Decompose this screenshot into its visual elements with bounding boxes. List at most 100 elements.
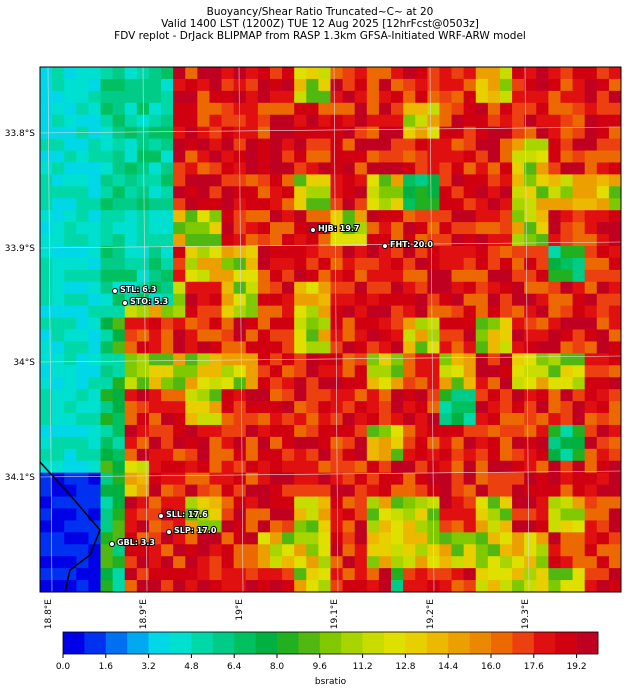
raster-cell [524,472,537,486]
raster-cell [342,424,356,438]
raster-cell [560,341,574,354]
raster-cell [330,353,344,366]
raster-cell [560,580,574,593]
raster-cell [173,448,186,462]
raster-cell [306,186,319,199]
raster-cell [499,234,513,247]
raster-cell [403,162,416,175]
raster-cell [342,413,356,426]
raster-cell [233,568,247,581]
raster-cell [499,210,513,223]
raster-cell [378,269,392,283]
raster-cell [52,257,65,271]
raster-cell [269,341,283,354]
raster-cell [124,90,138,104]
raster-cell [282,329,295,342]
raster-cell [40,222,53,235]
raster-cell [584,568,598,581]
raster-cell [148,413,162,426]
raster-cell [415,472,428,486]
raster-cell [269,114,283,128]
raster-cell [512,532,525,545]
raster-cell [245,222,259,235]
raster-cell [148,114,162,128]
raster-cell [221,150,235,163]
raster-cell [112,568,126,581]
raster-cell [487,293,501,307]
raster-cell [124,102,138,116]
raster-cell [185,353,198,366]
raster-cell [76,568,89,581]
raster-cell [76,281,89,295]
raster-cell [124,508,138,521]
map-frame [39,66,622,593]
raster-cell [475,138,489,152]
raster-cell [173,544,186,557]
raster-cell [427,424,440,438]
raster-cell [548,472,561,486]
raster-cell [294,460,307,474]
raster-cell [161,401,174,414]
raster-cell [499,317,513,330]
raster-cell [415,317,428,330]
raster-cell [403,198,416,211]
raster-cell [233,472,247,486]
raster-cell [52,186,65,199]
raster-cell [209,269,223,283]
raster-cell [378,138,392,152]
raster-cell [136,520,150,533]
raster-cell [572,78,586,92]
raster-cell [403,78,416,92]
graticule [39,241,622,249]
raster-cell [427,138,440,152]
raster-cell [391,556,404,569]
raster-cell [403,413,416,426]
raster-cell [124,78,138,92]
raster-cell [197,568,210,581]
raster-cell [512,401,525,414]
raster-cell [112,210,126,223]
raster-cell [318,484,331,498]
raster-cell [596,67,610,80]
raster-cell [354,102,368,116]
colorbar-segment [277,632,299,654]
raster-cell [136,377,150,390]
raster-cell [378,305,392,319]
raster-cell [294,305,307,319]
raster-cell [100,198,114,211]
raster-cell [294,544,307,557]
raster-cell [124,556,138,569]
raster-cell [64,222,77,235]
raster-cell [608,293,622,307]
raster-cell [294,67,307,80]
raster-cell [161,568,174,581]
raster-cell [512,126,525,140]
raster-cell [475,269,489,283]
raster-cell [148,580,162,593]
raster-cell [427,401,440,414]
raster-cell [584,484,598,498]
raster-cell [475,556,489,569]
raster-cell [415,293,428,307]
raster-cell [306,532,319,545]
raster-cell [391,365,404,378]
raster-cell [52,556,65,569]
raster-cell [100,293,114,307]
raster-cell [499,305,513,319]
raster-cell [40,90,53,104]
raster-cell [221,556,235,569]
raster-cell [487,544,501,557]
raster-cell [560,389,574,402]
raster-cell [269,472,283,486]
raster-cell [197,210,210,223]
raster-cell [584,544,598,557]
raster-cell [318,413,331,426]
raster-cell [209,424,223,438]
raster-cell [451,234,465,247]
raster-cell [221,102,235,116]
raster-cell [233,281,247,295]
raster-cell [294,508,307,521]
raster-cell [487,317,501,330]
raster-cell [596,138,610,152]
raster-cell [524,496,537,509]
